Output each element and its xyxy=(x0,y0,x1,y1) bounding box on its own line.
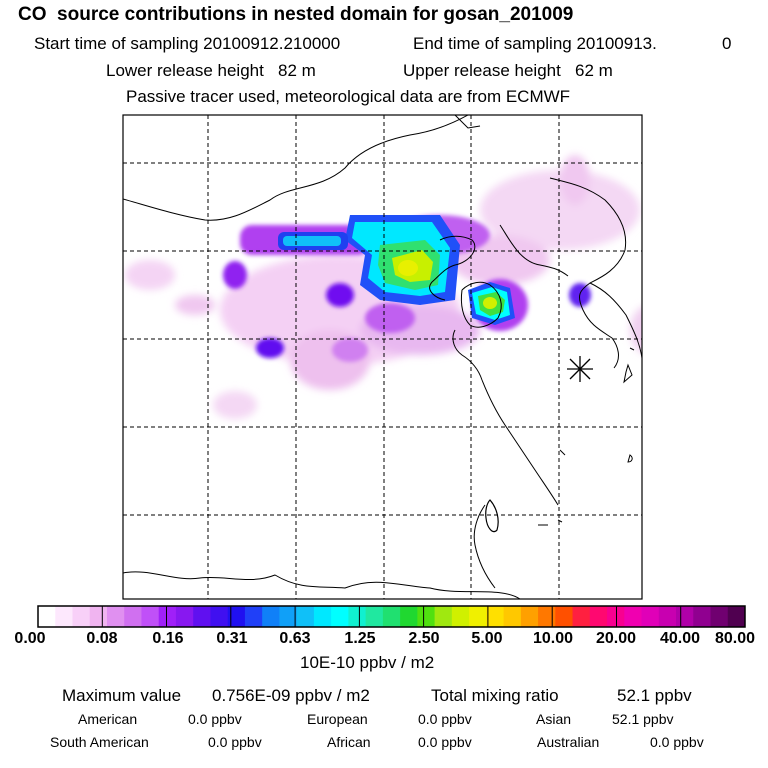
colorbar-swatch xyxy=(89,606,108,627)
colorbar-tick-label: 80.00 xyxy=(714,630,756,647)
source-value: 0.0 ppbv xyxy=(188,711,242,727)
colorbar-swatch xyxy=(175,606,194,627)
colorbar-swatch xyxy=(572,606,591,627)
colorbar-swatch xyxy=(365,606,384,627)
colorbar-swatch xyxy=(693,606,712,627)
colorbar-swatch xyxy=(469,606,487,627)
colorbar-tick-label: 0.63 xyxy=(279,630,311,647)
source-name: American xyxy=(78,711,138,727)
receptor-star-icon xyxy=(567,356,593,382)
colorbar-tick-label: 2.50 xyxy=(408,630,440,647)
max-value-label: Maximum value xyxy=(62,686,182,705)
colorbar xyxy=(38,606,746,627)
colorbar-tick-label: 5.00 xyxy=(471,630,503,647)
colorbar-swatch xyxy=(158,606,177,627)
colorbar-swatch xyxy=(589,606,608,627)
source-name: Asian xyxy=(536,711,572,727)
max-value: 0.756E-09 ppbv / m2 xyxy=(212,686,370,705)
end-time-suffix: 0 xyxy=(722,34,732,53)
plume-yellow xyxy=(392,250,497,309)
source-name: European xyxy=(307,711,368,727)
colorbar-swatch xyxy=(279,606,298,627)
source-name: Australian xyxy=(537,734,600,750)
upper-release-height: Upper release height 62 m xyxy=(403,61,613,80)
map-frame xyxy=(122,114,643,600)
colorbar-swatch xyxy=(503,606,522,627)
source-value: 0.0 ppbv xyxy=(208,734,262,750)
colorbar-swatch xyxy=(658,606,677,627)
colorbar-swatch xyxy=(72,606,91,627)
colorbar-unit: 10E-10 ppbv / m2 xyxy=(300,653,435,672)
colorbar-tick-label: 0.31 xyxy=(216,630,248,647)
colorbar-tick-label: 0.16 xyxy=(152,630,184,647)
source-name: African xyxy=(327,734,371,750)
source-value: 52.1 ppbv xyxy=(612,711,674,727)
colorbar-tick-label: 20.00 xyxy=(595,630,637,647)
colorbar-swatch xyxy=(348,606,367,627)
colorbar-tick-label: 0.08 xyxy=(86,630,118,647)
end-time-label: End time of sampling 20100913. xyxy=(413,34,657,53)
lower-release-height: Lower release height 82 m xyxy=(106,61,316,80)
total-mixing-label: Total mixing ratio xyxy=(431,686,559,705)
colorbar-swatch xyxy=(727,606,746,627)
colorbar-swatch xyxy=(555,606,574,627)
colorbar-swatch xyxy=(296,606,315,627)
colorbar-swatch xyxy=(55,606,73,627)
colorbar-swatch xyxy=(262,606,280,627)
source-value: 0.0 ppbv xyxy=(418,711,472,727)
tracer-note: Passive tracer used, meteorological data… xyxy=(126,87,571,106)
colorbar-swatch xyxy=(434,606,453,627)
colorbar-swatch xyxy=(520,606,539,627)
source-name: South American xyxy=(50,734,149,750)
colorbar-tick-label: 40.00 xyxy=(659,630,701,647)
grid-lines xyxy=(123,115,642,599)
colorbar-swatch xyxy=(607,606,625,627)
colorbar-swatch xyxy=(244,606,263,627)
colorbar-swatch xyxy=(331,606,349,627)
colorbar-swatch xyxy=(400,606,418,627)
colorbar-swatch xyxy=(641,606,660,627)
colorbar-swatch xyxy=(624,606,643,627)
colorbar-swatch xyxy=(382,606,401,627)
colorbar-tick-label: 0.00 xyxy=(14,630,46,647)
colorbar-swatch xyxy=(538,606,556,627)
colorbar-swatch xyxy=(141,606,160,627)
colorbar-swatch xyxy=(417,606,436,627)
colorbar-swatch xyxy=(676,606,694,627)
colorbar-swatch xyxy=(38,606,56,627)
colorbar-swatch xyxy=(106,606,125,627)
colorbar-swatch xyxy=(313,606,332,627)
coastline-layer xyxy=(123,115,642,599)
colorbar-swatch xyxy=(486,606,505,627)
total-mixing-value: 52.1 ppbv xyxy=(617,686,692,705)
colorbar-swatch xyxy=(193,606,211,627)
colorbar-swatch xyxy=(451,606,470,627)
colorbar-frame xyxy=(37,605,746,628)
colorbar-swatch xyxy=(227,606,246,627)
map-title: CO source contributions in nested domain… xyxy=(18,4,574,25)
colorbar-swatch xyxy=(124,606,142,627)
colorbar-tick-label: 1.25 xyxy=(344,630,376,647)
plume-layer xyxy=(125,155,642,419)
colorbar-tick-label: 10.00 xyxy=(532,630,574,647)
source-value: 0.0 ppbv xyxy=(418,734,472,750)
source-value: 0.0 ppbv xyxy=(650,734,704,750)
colorbar-swatch xyxy=(210,606,229,627)
start-time-label: Start time of sampling 20100912.210000 xyxy=(34,34,341,53)
colorbar-swatch xyxy=(710,606,729,627)
